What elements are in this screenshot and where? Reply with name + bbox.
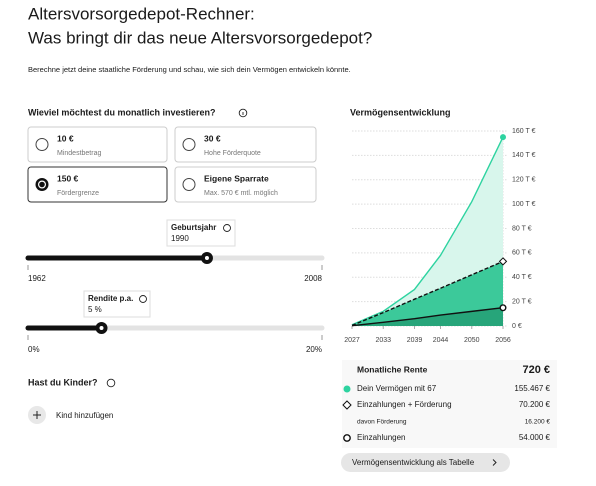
legend-value: 155.467 € bbox=[514, 384, 550, 393]
end-marker bbox=[498, 257, 508, 266]
option-note: Hohe Förderquote bbox=[204, 150, 261, 157]
slider-min: 0% bbox=[28, 345, 40, 354]
option-box bbox=[174, 166, 317, 203]
subsidy-label: davon Förderung bbox=[357, 419, 407, 426]
y-tick-label: 20 T € bbox=[512, 298, 532, 305]
summary-label: Monatliche Rente bbox=[357, 364, 428, 374]
option-note: Fördergrenze bbox=[57, 190, 99, 197]
line bbox=[351, 307, 504, 327]
slider-min: 1962 bbox=[28, 274, 46, 283]
x-tick-label: 2033 bbox=[375, 337, 391, 344]
legend-label: Einzahlungen bbox=[357, 433, 405, 442]
y-tick-label: 160 T € bbox=[512, 128, 536, 135]
y-tick-label: 40 T € bbox=[512, 274, 532, 281]
radio bbox=[182, 138, 196, 151]
slider-value: 5 % bbox=[88, 305, 102, 314]
line bbox=[351, 136, 504, 326]
question: Wieviel möchtest du monatlich investiere… bbox=[28, 107, 215, 117]
slider-max: 2008 bbox=[304, 274, 322, 283]
option-note: Mindestbetrag bbox=[57, 150, 101, 157]
summary-box bbox=[342, 360, 557, 448]
option-amount: 10 € bbox=[57, 133, 74, 143]
button-bg bbox=[341, 453, 510, 472]
option-box bbox=[174, 126, 317, 163]
radio bbox=[182, 178, 196, 191]
legend-label: Einzahlungen + Förderung bbox=[357, 400, 452, 409]
title: Was bringt dir das neue Altersvorsorgede… bbox=[28, 28, 372, 47]
add-child-label: Kind hinzufügen bbox=[56, 411, 113, 420]
slider-label: Geburtsjahr bbox=[171, 223, 216, 232]
chevron bbox=[492, 459, 497, 466]
legend-label: Dein Vermögen mit 67 bbox=[357, 384, 437, 393]
slider-2[interactable]: Rendite p.a. 5 % 0% 20% bbox=[28, 290, 322, 354]
option-amount: Eigene Sparrate bbox=[204, 173, 269, 183]
option-box bbox=[27, 126, 168, 163]
slider-1[interactable]: Geburtsjahr 1990 1962 2008 bbox=[28, 219, 323, 283]
option[interactable]: 10 € Mindestbetrag bbox=[27, 126, 168, 163]
legend-marker bbox=[343, 434, 351, 442]
table-button[interactable]: Vermögensentwicklung als Tabelle bbox=[341, 453, 510, 472]
option[interactable]: Eigene Sparrate Max. 570 € mtl. möglich bbox=[174, 166, 317, 203]
y-tick-label: 0 € bbox=[512, 323, 522, 330]
x-tick-label: 2056 bbox=[495, 337, 511, 344]
info-icon[interactable] bbox=[106, 378, 116, 388]
option-amount: 150 € bbox=[57, 173, 79, 183]
legend-value: 54.000 € bbox=[519, 433, 551, 442]
legend-value: 70.200 € bbox=[519, 400, 551, 409]
chart-title: Vermögensentwicklung bbox=[350, 107, 451, 117]
summary-value: 720 € bbox=[522, 364, 550, 376]
x-tick-label: 2044 bbox=[433, 337, 449, 344]
slider-label: Rendite p.a. bbox=[88, 294, 133, 303]
x-tick-label: 2039 bbox=[407, 337, 423, 344]
add-child[interactable]: Kind hinzufügen bbox=[28, 406, 113, 424]
children-question: Hast du Kinder? bbox=[28, 377, 98, 387]
radio bbox=[35, 138, 49, 151]
x-tick-label: 2027 bbox=[344, 337, 360, 344]
tooltip bbox=[166, 219, 236, 247]
slider-knob-dot bbox=[204, 256, 209, 260]
tooltip bbox=[83, 290, 151, 318]
option-amount: 30 € bbox=[204, 133, 221, 143]
end-marker bbox=[499, 304, 507, 312]
end-marker bbox=[500, 134, 506, 141]
x-tick-label: 2050 bbox=[464, 337, 480, 344]
option[interactable]: 150 € Fördergrenze bbox=[27, 166, 168, 203]
button-label: Vermögensentwicklung als Tabelle bbox=[352, 458, 475, 467]
slider-value: 1990 bbox=[171, 234, 189, 243]
option-note: Max. 570 € mtl. möglich bbox=[204, 190, 278, 197]
legend-marker bbox=[342, 400, 352, 410]
radio bbox=[39, 181, 45, 188]
line bbox=[351, 260, 504, 327]
option[interactable]: 30 € Hohe Förderquote bbox=[174, 126, 317, 163]
y-tick-label: 120 T € bbox=[512, 177, 536, 184]
intro: Berechne jetzt deine staatliche Förderun… bbox=[28, 65, 351, 74]
y-tick-label: 100 T € bbox=[512, 201, 536, 208]
info-icon[interactable] bbox=[139, 295, 147, 303]
info-icon[interactable] bbox=[223, 224, 231, 232]
info-icon[interactable] bbox=[238, 108, 248, 118]
y-tick-label: 80 T € bbox=[512, 225, 532, 232]
slider-max: 20% bbox=[306, 345, 322, 354]
y-tick-label: 60 T € bbox=[512, 250, 532, 257]
y-tick-label: 140 T € bbox=[512, 152, 536, 159]
subsidy-value: 16.200 € bbox=[525, 419, 551, 426]
option-box bbox=[27, 166, 168, 203]
slider-knob-dot bbox=[99, 326, 104, 330]
legend-marker bbox=[343, 385, 351, 393]
title: Altersvorsorgedepot-Rechner: bbox=[28, 4, 255, 23]
